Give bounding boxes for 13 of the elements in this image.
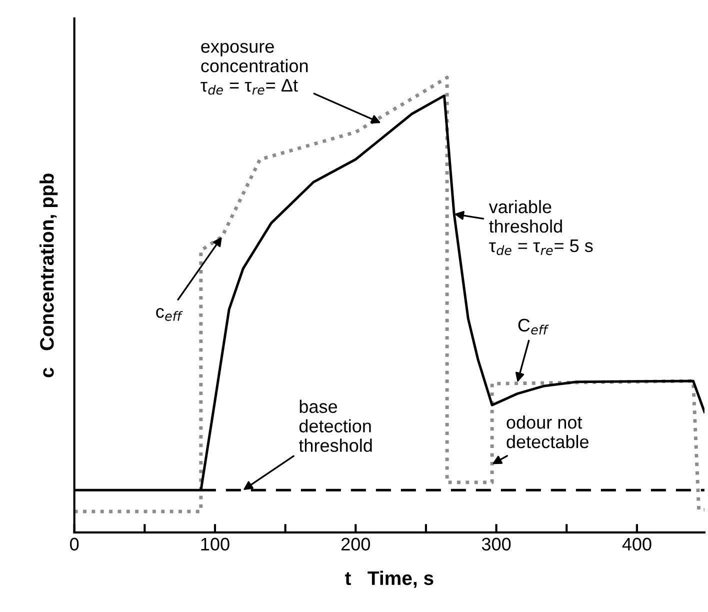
annotation: odour not detectable xyxy=(506,416,588,448)
x-tick-label: 0 xyxy=(70,538,79,551)
x-axis-title: t Time, s xyxy=(344,570,434,588)
x-tick-label: 400 xyxy=(622,538,652,551)
x-tick-label: 300 xyxy=(482,538,511,551)
y-axis-title: c Concentration, ppb xyxy=(40,174,58,378)
annotation: C$_{eff}$ xyxy=(518,318,549,335)
annotation: exposure concentration τ$_{de}$ = τ$_{re}$= Δt xyxy=(200,42,308,95)
x-tick-label: 200 xyxy=(341,538,370,551)
x-tick-label: 100 xyxy=(201,538,230,551)
annotation: variable threshold τ$_{de}$ = τ$_{re}$= 5 s xyxy=(488,200,593,256)
annotation: c$_{eff}$ xyxy=(156,308,183,321)
annotation: base detection threshold xyxy=(298,400,372,452)
